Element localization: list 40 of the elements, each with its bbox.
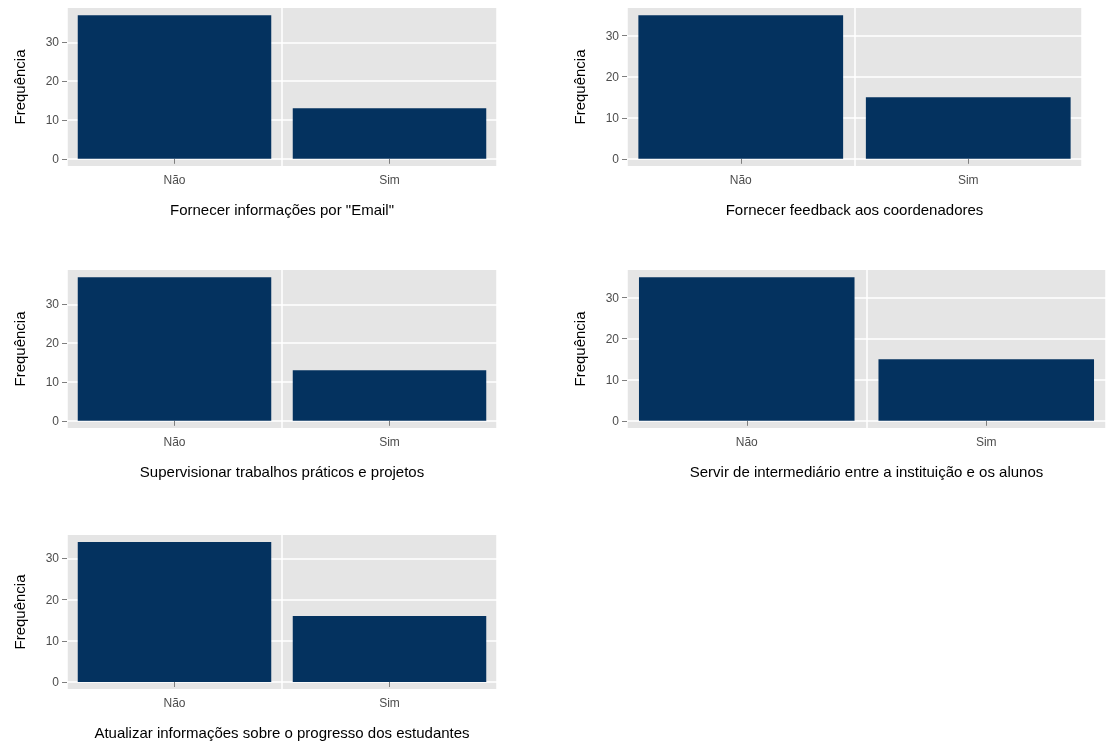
y-tick-label: 20	[605, 69, 620, 84]
y-tick-label: 30	[45, 297, 60, 312]
x-tick-label: Não	[163, 696, 186, 710]
y-tick-label: 30	[45, 35, 60, 50]
x-tick-label: Sim	[957, 173, 979, 187]
x-axis-title: Fornecer feedback aos coordenadores	[725, 201, 984, 218]
y-tick-label: 20	[605, 331, 620, 346]
x-tick-label: Não	[163, 435, 186, 449]
y-tick-label: 10	[45, 113, 60, 127]
x-axis-title: Atualizar informações sobre o progresso dos estudantes	[94, 724, 470, 741]
y-tick-label: 0	[52, 675, 60, 689]
x-tick-label: Sim	[379, 696, 400, 710]
y-axis-title: Frequência	[11, 310, 28, 387]
y-tick-label: 0	[52, 413, 60, 428]
y-axis-title: Frequência	[571, 48, 588, 125]
y-tick-label: 0	[612, 413, 620, 428]
y-axis-title: Frequência	[11, 48, 28, 125]
y-tick-label: 0	[52, 151, 60, 166]
y-tick-label: 10	[45, 633, 60, 648]
x-tick-label: Sim	[975, 435, 997, 449]
y-tick-label: 20	[45, 592, 60, 607]
x-axis-title: Supervisionar trabalhos práticos e projetos	[139, 463, 425, 480]
y-tick-label: 10	[45, 375, 60, 389]
y-axis-title: Frequência	[571, 310, 588, 387]
y-tick-label: 0	[612, 151, 620, 166]
x-tick-label: Não	[729, 173, 753, 187]
x-tick-label: Sim	[379, 173, 400, 187]
x-tick-label: Não	[163, 173, 186, 187]
x-tick-label: Não	[735, 435, 759, 449]
x-axis-title: Servir de intermediário entre a instituição e os alunos	[689, 463, 1044, 480]
y-tick-label: 10	[605, 372, 620, 387]
y-tick-label: 30	[605, 28, 620, 43]
y-tick-label: 20	[45, 74, 60, 89]
y-tick-label: 30	[605, 290, 620, 305]
y-axis-title: Frequência	[11, 573, 28, 650]
y-tick-label: 30	[45, 551, 60, 566]
x-tick-label: Sim	[379, 435, 400, 449]
y-tick-label: 20	[45, 336, 60, 351]
y-tick-label: 10	[605, 110, 620, 125]
x-axis-title: Fornecer informações por "Email"	[169, 201, 395, 218]
